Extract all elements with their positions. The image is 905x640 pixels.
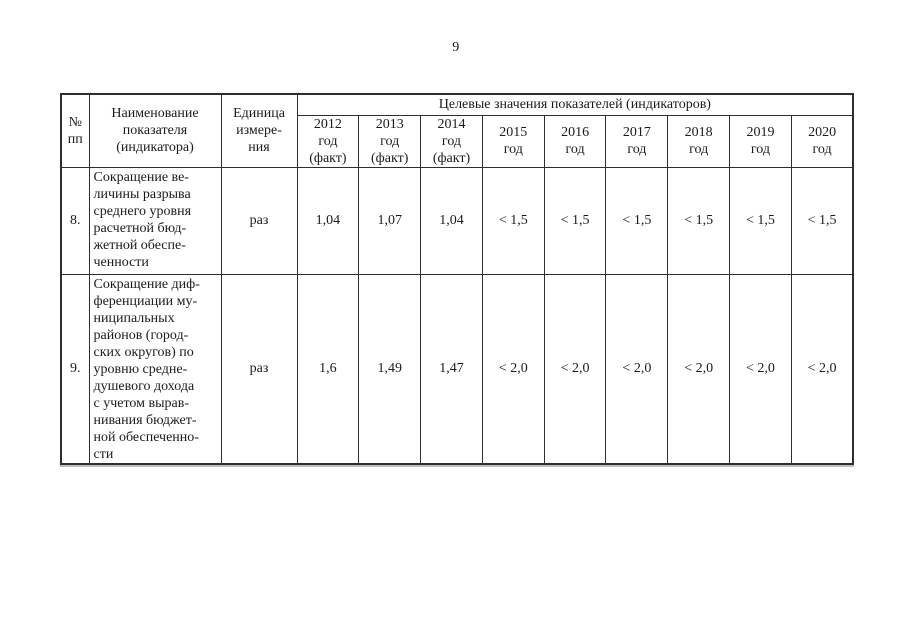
table-row: 8. Сокращение ве- личины разрыва среднег… <box>60 166 854 275</box>
value-2018: < 2,0 <box>667 273 731 464</box>
unit-of-measure: раз <box>220 166 298 275</box>
unit-of-measure: раз <box>220 273 298 464</box>
header-row-years: 2012 год (факт) 2013 год (факт) 2014 год… <box>61 114 854 168</box>
row-number: 8. <box>60 166 90 275</box>
header-cell-year-2018: 2018 год <box>667 114 731 168</box>
indicator-name: Сокращение диф- ференциации му- ниципаль… <box>88 273 222 464</box>
value-2012: 1,6 <box>296 273 360 464</box>
header-row-top: № пп Наименование показателя (индикатора… <box>60 93 854 168</box>
value-2012: 1,04 <box>296 166 360 275</box>
value-2014: 1,04 <box>420 166 483 275</box>
header-cell-year-2013: 2013 год (факт) <box>358 114 422 168</box>
value-2013: 1,49 <box>358 273 422 464</box>
value-2016: < 1,5 <box>543 166 607 275</box>
header-cell-row-number: № пп <box>60 93 90 168</box>
table-header: № пп Наименование показателя (индикатора… <box>60 93 854 168</box>
table-row: 9. Сокращение диф- ференциации му- ницип… <box>60 273 854 464</box>
header-cell-year-2012: 2012 год (факт) <box>296 114 360 168</box>
table-body: 8. Сокращение ве- личины разрыва среднег… <box>60 166 854 464</box>
header-cell-year-2017: 2017 год <box>605 114 669 168</box>
indicators-table: № пп Наименование показателя (индикатора… <box>60 93 855 465</box>
value-2020: < 2,0 <box>790 273 854 464</box>
value-2015: < 2,0 <box>481 273 545 464</box>
header-cell-target-values: Целевые значения показателей (индикаторо… <box>296 93 854 116</box>
header-cell-unit: Единица измере- ния <box>220 93 298 168</box>
value-2019: < 1,5 <box>729 166 792 275</box>
value-2013: 1,07 <box>358 166 422 275</box>
value-2014: 1,47 <box>420 273 483 464</box>
value-2017: < 2,0 <box>605 273 669 464</box>
header-cell-indicator-name: Наименование показателя (индикатора) <box>88 93 222 168</box>
value-2020: < 1,5 <box>790 166 854 275</box>
value-2016: < 2,0 <box>543 273 607 464</box>
header-cell-year-2020: 2020 год <box>790 114 854 168</box>
value-2019: < 2,0 <box>729 273 792 464</box>
value-2017: < 1,5 <box>605 166 669 275</box>
header-cell-year-2019: 2019 год <box>729 114 792 168</box>
indicator-name: Сокращение ве- личины разрыва среднего у… <box>88 166 222 275</box>
header-cell-year-2016: 2016 год <box>543 114 607 168</box>
header-cell-year-2014: 2014 год (факт) <box>420 114 483 168</box>
value-2015: < 1,5 <box>481 166 545 275</box>
value-2018: < 1,5 <box>667 166 731 275</box>
page-number: 9 <box>452 40 460 55</box>
row-number: 9. <box>60 273 90 464</box>
header-cell-year-2015: 2015 год <box>481 114 545 168</box>
